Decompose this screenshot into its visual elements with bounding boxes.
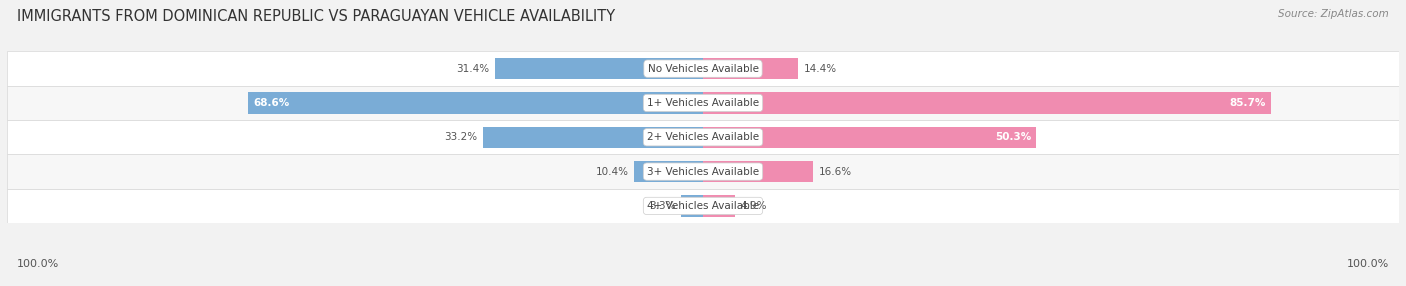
Text: 2+ Vehicles Available: 2+ Vehicles Available xyxy=(647,132,759,142)
Text: 50.3%: 50.3% xyxy=(995,132,1031,142)
Bar xyxy=(7,120,1399,154)
Text: 4.9%: 4.9% xyxy=(741,201,768,211)
Bar xyxy=(482,127,703,148)
Bar xyxy=(703,58,799,79)
Text: 14.4%: 14.4% xyxy=(804,64,837,74)
Bar xyxy=(249,92,703,114)
Bar xyxy=(703,127,1036,148)
Bar xyxy=(703,161,813,182)
Text: 3+ Vehicles Available: 3+ Vehicles Available xyxy=(647,167,759,176)
Text: 68.6%: 68.6% xyxy=(253,98,290,108)
Bar xyxy=(7,154,1399,189)
Bar xyxy=(7,51,1399,86)
Text: 100.0%: 100.0% xyxy=(1347,259,1389,269)
Text: 16.6%: 16.6% xyxy=(818,167,852,176)
Text: IMMIGRANTS FROM DOMINICAN REPUBLIC VS PARAGUAYAN VEHICLE AVAILABILITY: IMMIGRANTS FROM DOMINICAN REPUBLIC VS PA… xyxy=(17,9,614,23)
Bar xyxy=(7,86,1399,120)
Text: No Vehicles Available: No Vehicles Available xyxy=(648,64,758,74)
Bar xyxy=(634,161,703,182)
Bar xyxy=(703,195,735,217)
Text: 100.0%: 100.0% xyxy=(17,259,59,269)
Text: 31.4%: 31.4% xyxy=(457,64,489,74)
Bar xyxy=(495,58,703,79)
Text: 85.7%: 85.7% xyxy=(1229,98,1265,108)
Text: Source: ZipAtlas.com: Source: ZipAtlas.com xyxy=(1278,9,1389,19)
Text: 33.2%: 33.2% xyxy=(444,132,478,142)
Text: 3.3%: 3.3% xyxy=(650,201,676,211)
Bar xyxy=(681,195,703,217)
Text: 10.4%: 10.4% xyxy=(596,167,628,176)
Bar xyxy=(7,189,1399,223)
Text: 4+ Vehicles Available: 4+ Vehicles Available xyxy=(647,201,759,211)
Text: 1+ Vehicles Available: 1+ Vehicles Available xyxy=(647,98,759,108)
Bar xyxy=(703,92,1271,114)
